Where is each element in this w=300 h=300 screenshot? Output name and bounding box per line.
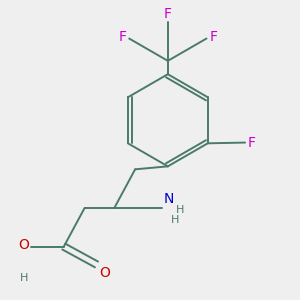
Text: O: O — [19, 238, 30, 252]
Text: F: F — [164, 7, 172, 21]
Text: F: F — [209, 30, 217, 44]
Text: H: H — [171, 215, 179, 225]
Text: H: H — [176, 205, 184, 215]
Text: N: N — [164, 193, 174, 206]
Text: H: H — [20, 273, 28, 283]
Text: F: F — [118, 30, 126, 44]
Text: O: O — [100, 266, 110, 280]
Text: F: F — [248, 136, 256, 150]
